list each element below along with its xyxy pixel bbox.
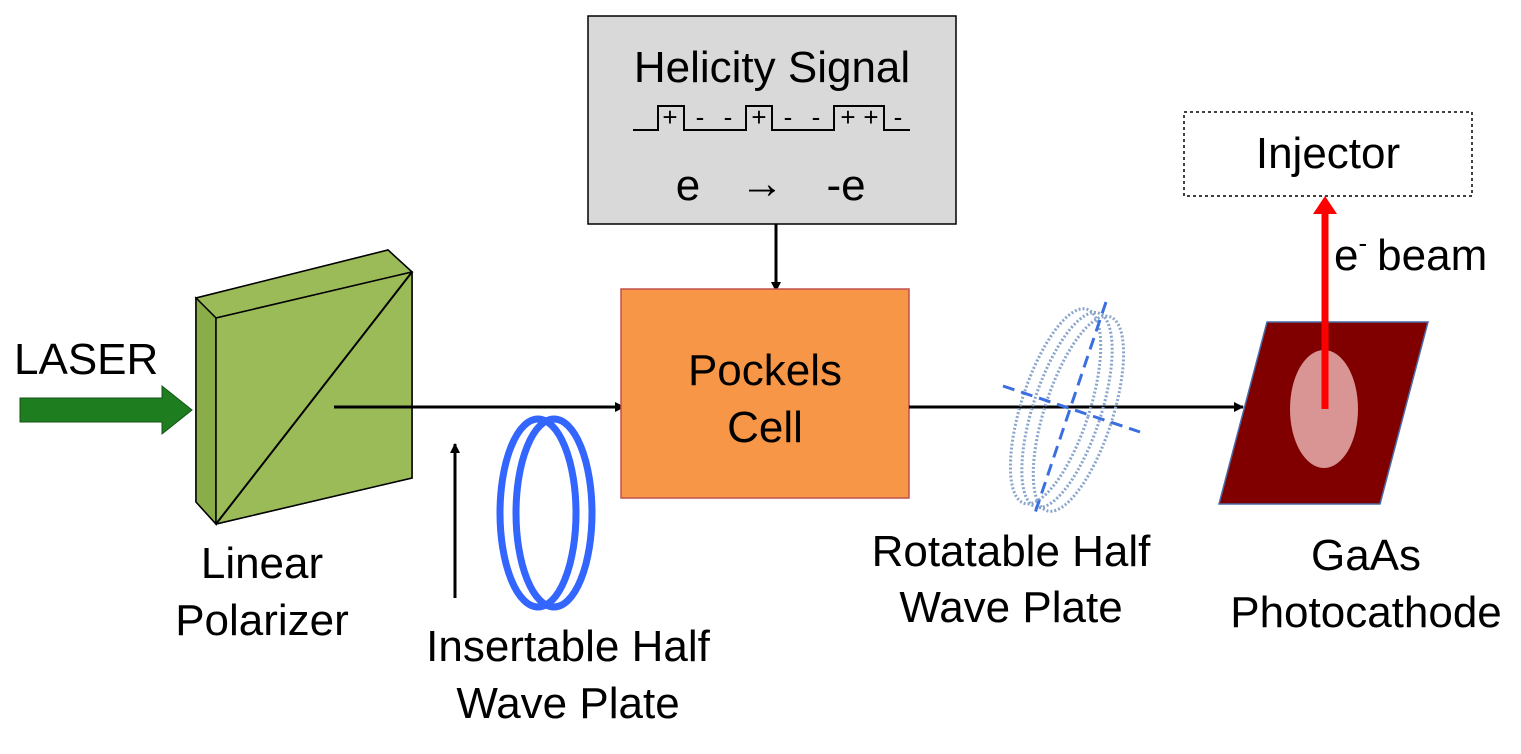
helicity-sign: -	[696, 102, 705, 132]
polarizer-side-face	[195, 296, 217, 526]
electron-beam-text: beam	[1377, 231, 1487, 280]
photocathode-label-line1: GaAs	[1311, 531, 1421, 580]
electron-charge-superscript: -	[1358, 228, 1367, 258]
pockels-cell-box	[620, 288, 910, 499]
injector-outline	[1183, 111, 1473, 197]
insertable-hwp-ring	[512, 415, 596, 611]
helicity-waveform	[633, 105, 910, 131]
helicity-sign: -	[894, 102, 903, 132]
pockels-label-line1: Pockels	[688, 346, 842, 395]
polarizer-diagonal	[215, 271, 413, 525]
insertable-half-wave-plate	[496, 415, 596, 611]
polarizer-label-line1: Linear	[201, 539, 323, 588]
rotatable-half-wave-plate	[1002, 301, 1141, 517]
rotatable-hwp-ring	[1031, 314, 1126, 513]
injector-box: Injector	[1183, 111, 1473, 197]
rotatable-hwp-ring	[1020, 310, 1114, 510]
helicity-flip-from: e	[676, 161, 700, 210]
helicity-sign: -	[724, 102, 733, 132]
insertable-hwp-label-line1: Insertable Half	[426, 622, 710, 671]
electron-beam-arrowhead	[1313, 196, 1337, 214]
rotatable-hwp-label-line1: Rotatable Half	[872, 527, 1152, 576]
electron-symbol: e	[1334, 231, 1358, 280]
rotatable-hwp-ring	[1008, 307, 1103, 506]
helicity-sign: -	[784, 102, 793, 132]
electron-beam-arrow	[1313, 196, 1337, 409]
insertable-hwp-ring	[496, 415, 580, 611]
injector-label: Injector	[1256, 129, 1400, 178]
helicity-flip-to: -e	[826, 161, 865, 210]
polarizer-label-line2: Polarizer	[175, 596, 349, 645]
helicity-sign: +	[840, 102, 855, 132]
helicity-sign: +	[662, 102, 677, 132]
helicity-signal-box: Helicity Signal + - - + - - + + - e → -e	[587, 15, 957, 225]
electron-beam-label: e-beam	[1334, 228, 1487, 280]
helicity-sign: +	[751, 102, 766, 132]
gaas-photocathode	[1218, 321, 1429, 505]
helicity-sign: -	[812, 102, 821, 132]
pockels-label-line2: Cell	[727, 403, 803, 452]
laser-arrow	[19, 384, 193, 436]
rotatable-hwp-label-line2: Wave Plate	[899, 583, 1122, 632]
photocathode-label-line2: Photocathode	[1230, 588, 1502, 637]
helicity-title: Helicity Signal	[634, 43, 910, 92]
laser-label: LASER	[14, 335, 158, 384]
helicity-sign: +	[863, 102, 878, 132]
linear-polarizer	[194, 249, 414, 526]
pockels-cell: Pockels Cell	[620, 288, 910, 499]
helicity-sign-labels: + - - + - - + + -	[662, 102, 902, 132]
helicity-flip-arrow: →	[740, 159, 784, 208]
insertable-hwp-label-line2: Wave Plate	[456, 679, 679, 728]
rotatable-hwp-slow-axis	[1002, 384, 1141, 434]
